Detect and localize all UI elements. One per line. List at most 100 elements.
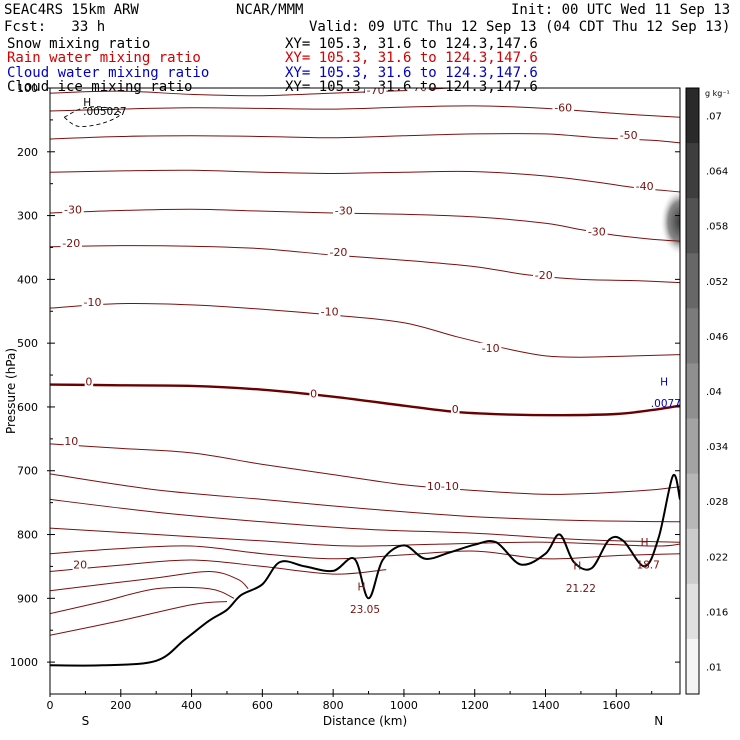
colorbar-frame [685,87,700,695]
isotherm-label-bg [318,306,341,318]
y-tick-label: 1000 [10,656,38,669]
colorbar-label: .022 [706,552,728,563]
isotherm-label: -20 [329,246,347,259]
isotherm-line [50,133,680,144]
header-valid: Valid: 09 UTC Thu 12 Sep 13 (04 CDT Thu … [309,19,731,35]
x-tick-label: 1400 [532,699,560,712]
cloud-contour [63,106,122,127]
isotherm-label-bg [60,238,82,250]
isotherm-label: -30 [588,226,606,239]
isotherm-label-bg [617,129,640,141]
colorbar-label: .064 [706,167,728,178]
x-tick-label: 400 [181,699,202,712]
y-tick-label: 400 [17,273,38,286]
cloud-ice-shading [660,187,680,256]
colorbar-label: .052 [706,277,728,288]
isotherm-label: -50 [620,129,638,142]
colorbar-label: .04 [706,387,722,398]
isotherm-label: 20 [73,559,87,572]
colorbar-swatch [686,198,699,254]
x-tick-label: 1600 [602,699,630,712]
isotherm-label: -40 [636,180,654,193]
isotherm-line [50,383,680,417]
isotherm-label: -70 [409,81,427,94]
colorbar-swatch [686,638,699,695]
colorbar-label: .034 [706,442,728,453]
isotherm-label: -20 [62,237,80,250]
x-tick-label: 1000 [390,699,418,712]
field-name-snow: Snow mixing ratio [7,36,151,52]
colorbar-swatch [686,418,699,475]
y-tick-label: 600 [17,401,38,414]
isotherm-label-bg [62,204,84,216]
extremum-label: .0077 [651,398,681,410]
isotherm-label: 0 [85,376,92,389]
field-name-rain: Rain water mixing ratio [7,50,201,66]
isotherm-line [50,527,680,547]
extremum-label: 18.7 [636,559,659,571]
isotherm-line [50,105,680,118]
isotherm-label-bg [84,376,94,388]
x-tick-label: 200 [110,699,131,712]
isotherm-label: -10 [83,296,101,309]
header-title: SEAC4RS 15km ARW [4,2,139,18]
isotherm-line [50,601,228,636]
y-tick-label: 100 [17,82,38,95]
field-name-cloud-water: Cloud water mixing ratio [7,65,210,81]
field-name-cloud-ice: Cloud ice mixing ratio [7,79,193,95]
extremum-label: H [358,582,366,594]
colorbar-swatch [686,88,699,144]
x-tick-label: 1200 [461,699,489,712]
isotherm-label: 0 [310,388,317,401]
isotherm-label: -10 [482,342,500,355]
isotherm-line [50,586,235,615]
y-tick-label: 500 [17,337,38,350]
extremum-label: H [83,97,91,109]
isotherm-label: 0 [452,403,459,416]
colorbar-swatch [686,363,699,420]
isotherm-label-bg [451,404,460,416]
isotherm-line [50,559,387,575]
colorbar-swatch [686,583,699,640]
isotherm-label: 10 [64,435,78,448]
colorbar-swatch [686,253,699,309]
isotherm-line [50,570,249,592]
isotherm-label-bg [479,342,502,354]
extremum-label: H [641,537,649,549]
isotherm-label-bg [532,270,555,282]
colorbar-unit: g kg⁻¹ [705,89,730,98]
y-tick-label: 300 [17,210,38,223]
isotherm-line [50,498,680,543]
isotherm-label: -20 [535,269,553,282]
colorbar-label: .046 [706,332,728,343]
y-tick-label: 800 [17,529,38,542]
isotherm-label-bg [327,247,350,259]
colorbar-label: .016 [706,607,728,618]
terrain-line [50,473,680,667]
isotherm-label-bg [425,481,461,493]
isotherm-label-bg [309,388,318,400]
isotherm-line [50,88,459,97]
extremum-label: H [573,561,581,573]
isotherm-label-bg [333,205,355,217]
colorbar-label: .058 [706,222,728,233]
colorbar-swatch [686,473,699,530]
header-init: Init: 00 UTC Wed 11 Sep 13 [511,2,731,18]
isotherm-label: -30 [335,205,353,218]
x-end-label-left: S [82,714,90,728]
isotherm-line [50,443,680,495]
colorbar-swatch [686,308,699,364]
colorbar-swatch [686,143,699,199]
isotherm-label: 10-10 [427,480,459,493]
x-axis-title: Distance (km) [323,714,407,728]
extremum-label: 21.22 [566,583,596,595]
isotherm-line [50,302,680,358]
x-end-label-right: N [654,714,663,728]
header-center: NCAR/MMM [236,2,304,18]
extremum-label: .005027 [83,106,126,118]
y-tick-label: 200 [17,146,38,159]
isotherm-label: -69.91 [538,76,573,89]
isotherm-label-bg [586,226,608,238]
isotherm-line [50,169,680,193]
